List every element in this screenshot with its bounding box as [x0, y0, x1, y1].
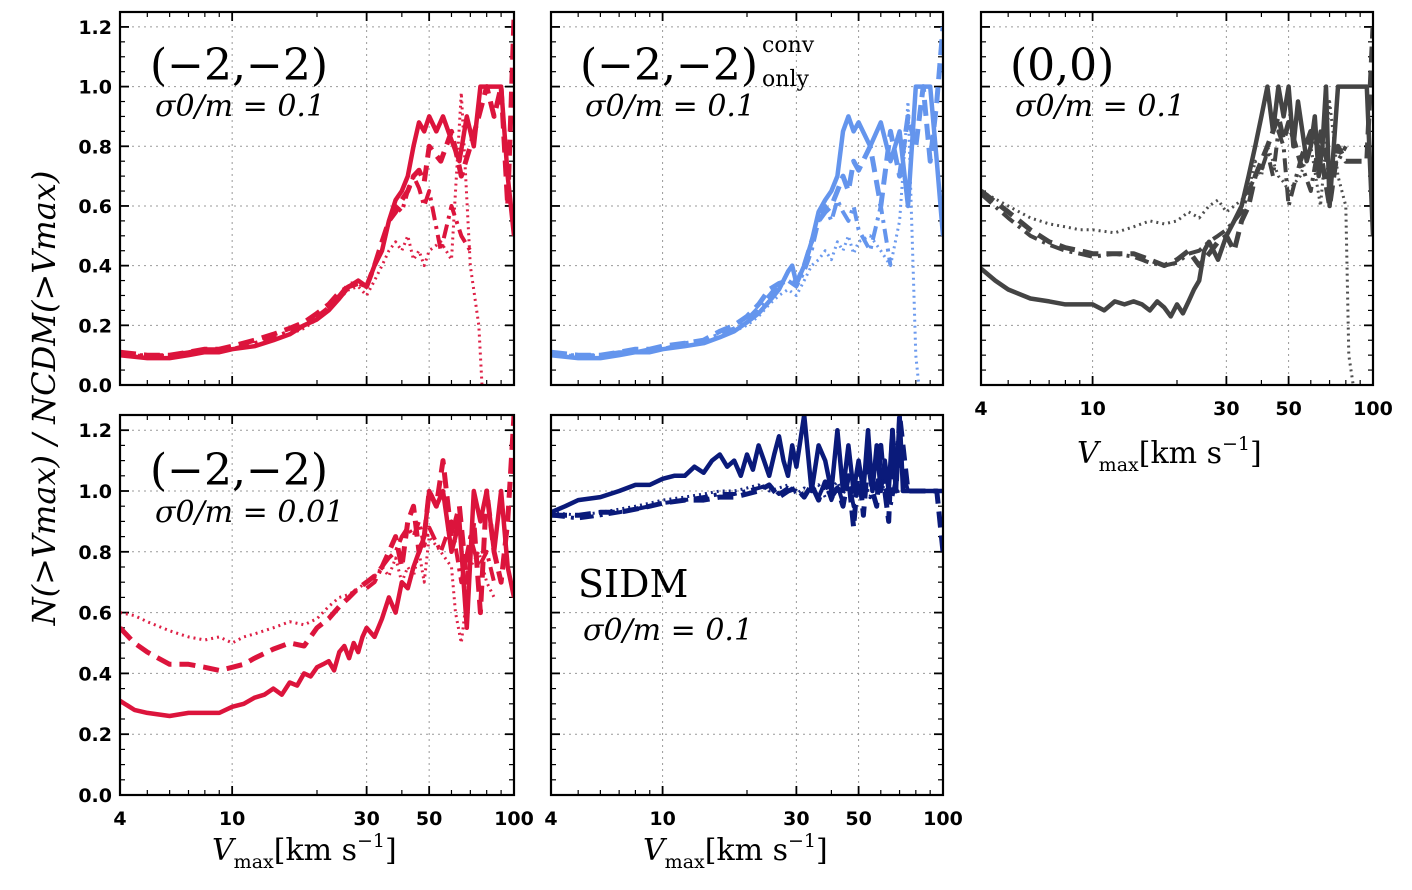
x-axis-label-bottom-left-panel: Vmax[km s−1]	[212, 830, 397, 873]
series-line-dashdot	[551, 198, 893, 358]
x-label-v: V	[643, 833, 668, 868]
x-tick-label: 30	[1213, 398, 1239, 420]
series-line-dashed	[120, 17, 514, 358]
panel-top-right: 4 10 30 50 100 (0,0)σ0/m = 0.1	[974, 10, 1393, 420]
series-line-dashdot	[365, 519, 497, 590]
y-tick-label: 0.6	[78, 603, 112, 625]
y-tick-label: 0.6	[78, 196, 112, 218]
x-label-unit: [km s	[1139, 436, 1222, 471]
x-axis-label-bottom-middle-panel: Vmax[km s−1]	[643, 830, 828, 873]
series-line-dotted	[981, 100, 1355, 385]
x-label-sub: max	[1099, 454, 1139, 476]
y-tick-label: 0.4	[78, 256, 112, 278]
sigma-label: σ0/m = 0.1	[585, 89, 755, 124]
series-line-solid	[120, 488, 514, 719]
y-tick-label: 0.4	[78, 663, 112, 685]
svg-text:Vmax[km s−1]: Vmax[km s−1]	[1077, 433, 1262, 476]
x-label-sup: −1	[788, 830, 816, 852]
axes-frame	[979, 10, 1375, 387]
axes-frame	[118, 10, 516, 387]
panel-title: SIDM	[578, 562, 688, 606]
x-tick-label: 30	[783, 808, 809, 830]
x-tick-label: 50	[1275, 398, 1301, 420]
panel-title-superscript: conv	[762, 33, 815, 58]
panel-bottom-middle: 4 10 30 50 100 SIDM σ0/m = 0.1	[544, 413, 963, 830]
y-tick-label: 1.2	[78, 17, 112, 39]
x-tick-label: 50	[845, 808, 871, 830]
series-line-dotted	[120, 91, 484, 385]
x-tick-label: 4	[544, 808, 557, 830]
svg-text:Vmax[km s−1]: Vmax[km s−1]	[212, 830, 397, 873]
series-group	[120, 415, 514, 719]
y-tick-label: 0.2	[78, 315, 112, 337]
y-tick-label: 1.0	[78, 481, 112, 503]
x-tick-label: 100	[1353, 398, 1393, 420]
x-label-end: ]	[816, 833, 828, 868]
axes-frame	[118, 413, 516, 797]
x-label-end: ]	[1250, 436, 1262, 471]
series-line-dashdot	[120, 174, 473, 358]
sigma-label: σ0/m = 0.1	[1015, 89, 1185, 124]
x-tick-label: 100	[494, 808, 534, 830]
x-tick-label: 100	[923, 808, 963, 830]
y-tick-label: 0.8	[78, 542, 112, 564]
x-tick-label: 4	[113, 808, 126, 830]
x-label-sub: max	[234, 851, 274, 873]
panel-bottom-left: 0.0 0.2 0.4 0.6 0.8 1.0 1.2 4 10 30 50 100 (−2,−2)σ0…	[78, 413, 534, 830]
y-axis-label: N(>Vmax) / NCDM(>Vmax)	[25, 171, 63, 627]
series-line-dashdot	[981, 129, 1348, 268]
panels: 0.00.20.40.60.81.01.2(−2,−2)σ0/m = 0.1(−…	[78, 10, 1393, 830]
x-label-v: V	[1077, 436, 1102, 471]
x-tick-label: 10	[219, 808, 245, 830]
series-group	[551, 415, 943, 553]
x-tick-label: 30	[353, 808, 379, 830]
x-label-end: ]	[385, 833, 397, 868]
sigma-label: σ0/m = 0.01	[155, 495, 344, 530]
svg-text:Vmax[km s−1]: Vmax[km s−1]	[643, 830, 828, 873]
series-line-dashed	[551, 415, 943, 553]
y-tick-label: 1.2	[78, 420, 112, 442]
x-label-v: V	[212, 833, 237, 868]
y-tick-label: 0.0	[78, 785, 112, 807]
sigma-label: σ0/m = 0.1	[155, 89, 325, 124]
panel-title: (0,0)	[1010, 40, 1114, 91]
y-tick-label: 0.0	[78, 375, 112, 397]
series-group	[551, 26, 943, 385]
axes-frame	[549, 10, 945, 387]
y-tick-label: 0.8	[78, 136, 112, 158]
x-label-unit: [km s	[274, 833, 357, 868]
panel-title-subscript: only	[762, 67, 809, 92]
panel-top-middle: (−2,−2) conv only σ0/m = 0.1	[549, 10, 945, 387]
x-tick-label: 50	[416, 808, 442, 830]
panel-title: (−2,−2)	[580, 40, 758, 91]
y-tick-label: 1.0	[78, 77, 112, 99]
x-label-sup: −1	[1222, 433, 1250, 455]
x-axis-label-right-panel: Vmax[km s−1]	[1077, 433, 1262, 476]
sigma-label: σ0/m = 0.1	[583, 613, 753, 648]
y-tick-label: 0.2	[78, 724, 112, 746]
series-line-dashed	[981, 26, 1373, 269]
series-line-dashed	[551, 26, 943, 358]
series-line-dashdot	[551, 458, 943, 521]
series-line-dotted	[120, 535, 496, 645]
series-line-dotted	[551, 100, 921, 385]
series-line-dashed	[120, 415, 514, 673]
x-tick-label: 10	[649, 808, 675, 830]
series-group	[981, 26, 1373, 385]
x-label-sub: max	[665, 851, 705, 873]
panel-title: (−2,−2)	[150, 40, 328, 91]
panel-title: (−2,−2)	[150, 445, 328, 496]
series-group	[120, 17, 514, 385]
panel-top-left: 0.0 0.2 0.4 0.6 0.8 1.0 1.2 (−2,−2)σ0/m = 0.1	[78, 10, 516, 397]
y-axis-label-text: N(>Vmax) / NCDM(>Vmax)	[25, 171, 63, 627]
x-tick-label: 10	[1079, 398, 1105, 420]
x-tick-label: 4	[974, 398, 987, 420]
series-line-dotted	[551, 480, 943, 517]
axes-frame	[549, 413, 945, 797]
x-label-unit: [km s	[705, 833, 788, 868]
x-label-sup: −1	[357, 830, 385, 852]
